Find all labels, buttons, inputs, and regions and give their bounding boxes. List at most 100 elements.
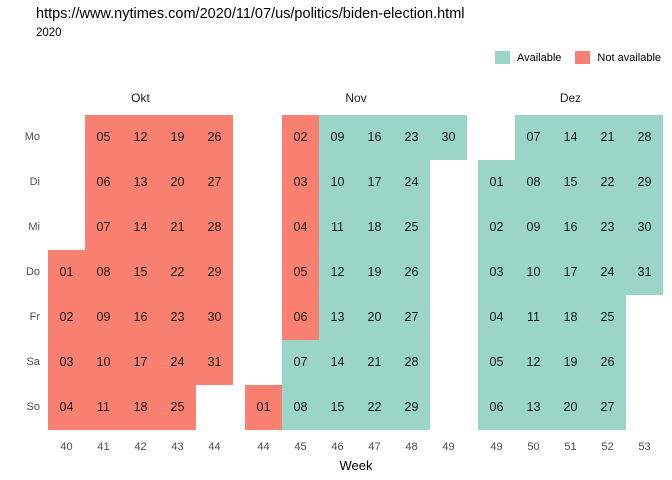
day-cell-nov-16: 16 <box>356 115 393 160</box>
legend-item-not-available: Not available <box>575 51 661 64</box>
day-cell-nov-11: 11 <box>319 205 356 250</box>
day-cell-dez-29: 29 <box>626 160 663 205</box>
week-tick-46: 46 <box>331 441 344 453</box>
month-label-okt: Okt <box>131 91 150 105</box>
day-cell-okt-08: 08 <box>85 250 122 295</box>
day-cell-dez-07: 07 <box>515 115 552 160</box>
weekday-label-so: So <box>26 401 40 413</box>
day-cell-okt-25: 25 <box>159 385 196 430</box>
day-cell-nov-28: 28 <box>393 340 430 385</box>
day-cell-dez-05: 05 <box>478 340 515 385</box>
legend: Available Not available <box>494 51 661 64</box>
day-cell-nov-14: 14 <box>319 340 356 385</box>
available-swatch-icon <box>494 51 510 64</box>
day-cell-nov-12: 12 <box>319 250 356 295</box>
week-tick-42: 42 <box>134 441 147 453</box>
day-cell-dez-25: 25 <box>589 295 626 340</box>
day-cell-dez-04: 04 <box>478 295 515 340</box>
week-tick-44: 44 <box>257 441 270 453</box>
day-cell-nov-09: 09 <box>319 115 356 160</box>
day-cell-okt-16: 16 <box>122 295 159 340</box>
legend-label-not-available: Not available <box>597 51 661 64</box>
day-cell-okt-07: 07 <box>85 205 122 250</box>
week-tick-44: 44 <box>208 441 221 453</box>
week-tick-52: 52 <box>601 441 614 453</box>
day-cell-nov-21: 21 <box>356 340 393 385</box>
week-tick-40: 40 <box>60 441 73 453</box>
week-tick-48: 48 <box>405 441 418 453</box>
not-available-swatch-icon <box>575 51 591 64</box>
weekday-label-mo: Mo <box>24 131 40 143</box>
day-cell-okt-11: 11 <box>85 385 122 430</box>
day-cell-dez-26: 26 <box>589 340 626 385</box>
day-cell-nov-17: 17 <box>356 160 393 205</box>
weekday-label-do: Do <box>25 266 40 278</box>
weekday-label-sa: Sa <box>26 356 40 368</box>
day-cell-nov-20: 20 <box>356 295 393 340</box>
day-cell-okt-19: 19 <box>159 115 196 160</box>
day-cell-nov-01: 01 <box>245 385 282 430</box>
day-cell-okt-04: 04 <box>48 385 85 430</box>
day-cell-nov-22: 22 <box>356 385 393 430</box>
week-tick-49: 49 <box>490 441 503 453</box>
day-cell-dez-22: 22 <box>589 160 626 205</box>
day-cell-dez-06: 06 <box>478 385 515 430</box>
day-cell-okt-12: 12 <box>122 115 159 160</box>
day-cell-dez-12: 12 <box>515 340 552 385</box>
week-tick-41: 41 <box>97 441 110 453</box>
day-cell-okt-30: 30 <box>196 295 233 340</box>
day-cell-okt-10: 10 <box>85 340 122 385</box>
day-cell-dez-08: 08 <box>515 160 552 205</box>
weekday-label-fr: Fr <box>29 311 40 323</box>
day-cell-dez-27: 27 <box>589 385 626 430</box>
plot-title-url: https://www.nytimes.com/2020/11/07/us/po… <box>36 6 465 22</box>
day-cell-okt-06: 06 <box>85 160 122 205</box>
week-tick-45: 45 <box>294 441 307 453</box>
day-cell-okt-17: 17 <box>122 340 159 385</box>
day-cell-nov-29: 29 <box>393 385 430 430</box>
day-cell-dez-16: 16 <box>552 205 589 250</box>
day-cell-dez-03: 03 <box>478 250 515 295</box>
day-cell-dez-13: 13 <box>515 385 552 430</box>
day-cell-okt-03: 03 <box>48 340 85 385</box>
x-axis-label: Week <box>339 458 373 473</box>
week-tick-53: 53 <box>638 441 651 453</box>
month-label-nov: Nov <box>345 91 367 105</box>
day-cell-okt-15: 15 <box>122 250 159 295</box>
day-cell-dez-20: 20 <box>552 385 589 430</box>
day-cell-okt-28: 28 <box>196 205 233 250</box>
day-cell-okt-24: 24 <box>159 340 196 385</box>
day-cell-okt-27: 27 <box>196 160 233 205</box>
day-cell-nov-30: 30 <box>430 115 467 160</box>
week-tick-47: 47 <box>368 441 381 453</box>
day-cell-nov-08: 08 <box>282 385 319 430</box>
week-tick-51: 51 <box>564 441 577 453</box>
day-cell-nov-26: 26 <box>393 250 430 295</box>
day-cell-nov-15: 15 <box>319 385 356 430</box>
day-cell-okt-23: 23 <box>159 295 196 340</box>
day-cell-okt-13: 13 <box>122 160 159 205</box>
day-cell-nov-19: 19 <box>356 250 393 295</box>
day-cell-dez-17: 17 <box>552 250 589 295</box>
day-cell-dez-11: 11 <box>515 295 552 340</box>
day-cell-nov-18: 18 <box>356 205 393 250</box>
day-cell-nov-04: 04 <box>282 205 319 250</box>
legend-label-available: Available <box>516 51 562 64</box>
day-cell-okt-09: 09 <box>85 295 122 340</box>
day-cell-okt-18: 18 <box>122 385 159 430</box>
day-cell-okt-14: 14 <box>122 205 159 250</box>
day-cell-okt-20: 20 <box>159 160 196 205</box>
weekday-label-mi: Mi <box>28 221 40 233</box>
day-cell-dez-09: 09 <box>515 205 552 250</box>
day-cell-okt-29: 29 <box>196 250 233 295</box>
day-cell-nov-25: 25 <box>393 205 430 250</box>
legend-item-available: Available <box>494 51 562 64</box>
day-cell-okt-05: 05 <box>85 115 122 160</box>
day-cell-dez-15: 15 <box>552 160 589 205</box>
day-cell-nov-24: 24 <box>393 160 430 205</box>
day-cell-okt-02: 02 <box>48 295 85 340</box>
weekday-label-di: Di <box>29 176 40 188</box>
day-cell-nov-13: 13 <box>319 295 356 340</box>
day-cell-dez-24: 24 <box>589 250 626 295</box>
